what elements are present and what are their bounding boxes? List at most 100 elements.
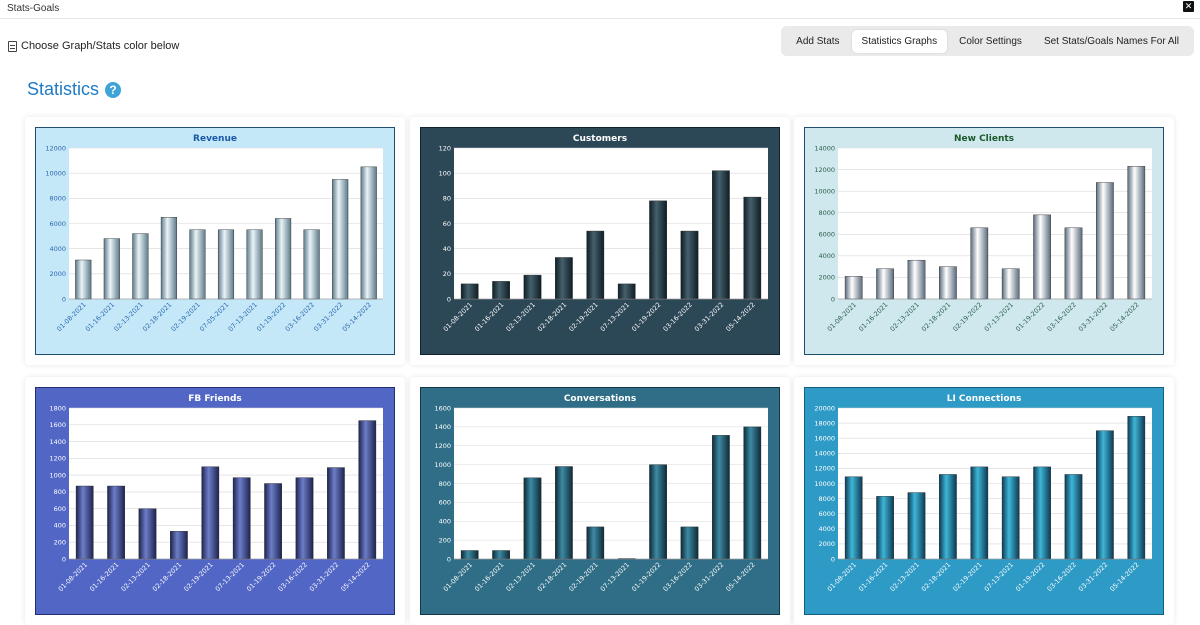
page-title: Statistics ?: [27, 79, 121, 100]
bar-01-19-2022: [264, 484, 281, 560]
chart-title: Conversations: [564, 394, 636, 404]
chart-title: New Clients: [954, 134, 1014, 144]
bar-01-08-2021: [461, 551, 478, 559]
bar-03-31-2022: [1096, 431, 1113, 559]
y-tick-label: 1600: [434, 404, 451, 412]
y-tick-label: 800: [439, 480, 451, 488]
revenue-chart: Revenue02000400060008000100001200001-08-…: [35, 127, 395, 355]
help-icon[interactable]: ?: [105, 82, 121, 98]
y-tick-label: 6000: [49, 220, 66, 228]
y-tick-label: 60: [443, 220, 451, 228]
y-tick-label: 10000: [814, 480, 835, 488]
y-tick-label: 1000: [434, 461, 451, 469]
y-tick-label: 20000: [814, 404, 835, 412]
y-tick-label: 1400: [434, 423, 451, 431]
y-tick-label: 800: [54, 488, 66, 496]
bar-02-19-2022: [971, 228, 988, 299]
bar-07-05-2021: [218, 230, 234, 299]
bar-01-08-2021: [845, 276, 862, 299]
y-tick-label: 2000: [818, 274, 835, 282]
y-tick-label: 20: [443, 270, 451, 278]
bar-01-16-2021: [492, 551, 509, 559]
tab-bar: Add Stats Statistics Graphs Color Settin…: [781, 26, 1194, 56]
bar-02-13-2021: [908, 260, 925, 299]
bar-03-31-2022: [1096, 183, 1113, 299]
bar-01-08-2021: [845, 477, 862, 559]
bar-01-08-2021: [461, 284, 478, 299]
color-hint: Choose Graph/Stats color below: [8, 40, 179, 52]
bar-01-19-2022: [649, 201, 666, 299]
y-tick-label: 600: [54, 505, 66, 513]
chart-title: Customers: [573, 134, 627, 144]
y-tick-label: 0: [62, 555, 66, 563]
bar-02-13-2021: [524, 275, 541, 299]
bar-03-16-2022: [296, 478, 313, 559]
bar-07-13-2021: [1002, 477, 1019, 559]
tab-color-settings[interactable]: Color Settings: [949, 30, 1032, 53]
bar-02-13-2021: [139, 509, 156, 559]
bar-03-16-2022: [681, 231, 698, 299]
y-tick-label: 1400: [49, 438, 66, 446]
page-title-text: Statistics: [27, 79, 99, 100]
new-clients-chart: New Clients02000400060008000100001200014…: [804, 127, 1164, 355]
bar-01-08-2021: [75, 260, 91, 299]
chart-title: Revenue: [193, 134, 237, 144]
y-tick-label: 14000: [814, 450, 835, 458]
y-tick-label: 0: [831, 295, 835, 303]
y-tick-label: 0: [62, 295, 66, 303]
y-tick-label: 1200: [49, 455, 66, 463]
bar-02-18-2021: [555, 257, 572, 299]
y-tick-label: 80: [443, 195, 451, 203]
y-tick-label: 8000: [818, 209, 835, 217]
document-icon: [8, 41, 17, 52]
tab-add-stats[interactable]: Add Stats: [786, 30, 849, 53]
bar-03-31-2022: [712, 435, 729, 559]
y-tick-label: 2000: [49, 270, 66, 278]
close-icon[interactable]: ✕: [1183, 1, 1194, 12]
bar-01-16-2021: [876, 269, 893, 299]
bar-01-19-2022: [1033, 467, 1050, 559]
bar-01-16-2021: [876, 496, 893, 559]
bar-02-19-2021: [971, 467, 988, 559]
bar-05-14-2022: [744, 197, 761, 299]
y-tick-label: 1800: [49, 404, 66, 412]
y-tick-label: 2000: [818, 540, 835, 548]
bar-01-16-2021: [107, 486, 124, 559]
bar-02-19-2021: [587, 231, 604, 299]
bar-03-16-2022: [304, 230, 320, 299]
y-tick-label: 1200: [434, 442, 451, 450]
y-tick-label: 16000: [814, 435, 835, 443]
bar-03-31-2022: [712, 171, 729, 299]
bar-05-14-2022: [744, 427, 761, 559]
bar-02-19-2021: [587, 527, 604, 559]
y-tick-label: 0: [831, 555, 835, 563]
chart-title: LI Connections: [947, 394, 1022, 404]
li-connections-chart: LI Connections02000400060008000100001200…: [804, 387, 1164, 615]
tab-statistics-graphs[interactable]: Statistics Graphs: [852, 30, 948, 53]
y-tick-label: 4000: [818, 525, 835, 533]
y-tick-label: 6000: [818, 510, 835, 518]
y-tick-label: 4000: [818, 252, 835, 260]
color-hint-label: Choose Graph/Stats color below: [21, 40, 179, 52]
bar-02-18-2021: [161, 217, 177, 299]
y-tick-label: 120: [439, 144, 451, 152]
y-tick-label: 8000: [49, 195, 66, 203]
bar-03-16-2022: [681, 527, 698, 559]
y-tick-label: 1000: [49, 471, 66, 479]
y-tick-label: 40: [443, 245, 451, 253]
bar-01-16-2021: [104, 239, 120, 299]
tab-set-names[interactable]: Set Stats/Goals Names For All: [1034, 30, 1189, 53]
y-tick-label: 18000: [814, 419, 835, 427]
bar-01-19-2022: [649, 465, 666, 559]
bar-02-19-2021: [190, 230, 206, 299]
y-tick-label: 6000: [818, 231, 835, 239]
bar-07-13-2021: [247, 230, 263, 299]
bar-02-19-2021: [202, 467, 219, 559]
y-tick-label: 12000: [45, 144, 66, 152]
y-tick-label: 400: [54, 522, 66, 530]
